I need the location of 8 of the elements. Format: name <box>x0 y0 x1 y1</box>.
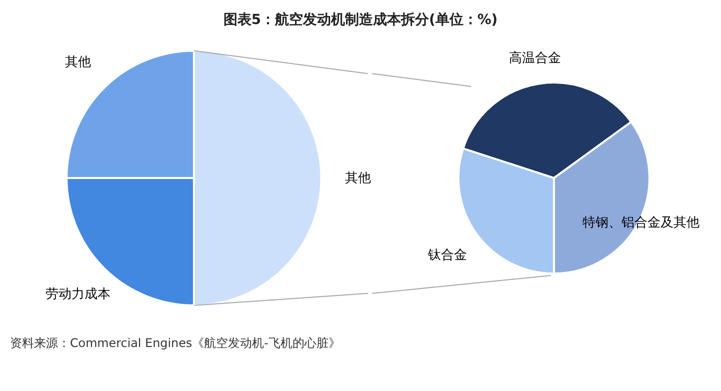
text: 资料来源：Commercial Engines《航空发动机-飞机的心脏》 <box>10 336 340 350</box>
chart-title: 图表5：航空发动机制造成本拆分(单位：%) <box>223 10 498 28</box>
slice-label: 其他 <box>64 54 91 70</box>
slice-label: 钛合金 <box>427 248 468 264</box>
slice-label: 其他 <box>345 171 372 186</box>
slice-label: 特钢、铝合金及其他 <box>582 215 700 230</box>
slice-label: 劳动力成本 <box>45 287 110 302</box>
slice-label: 高温合金 <box>508 50 561 66</box>
